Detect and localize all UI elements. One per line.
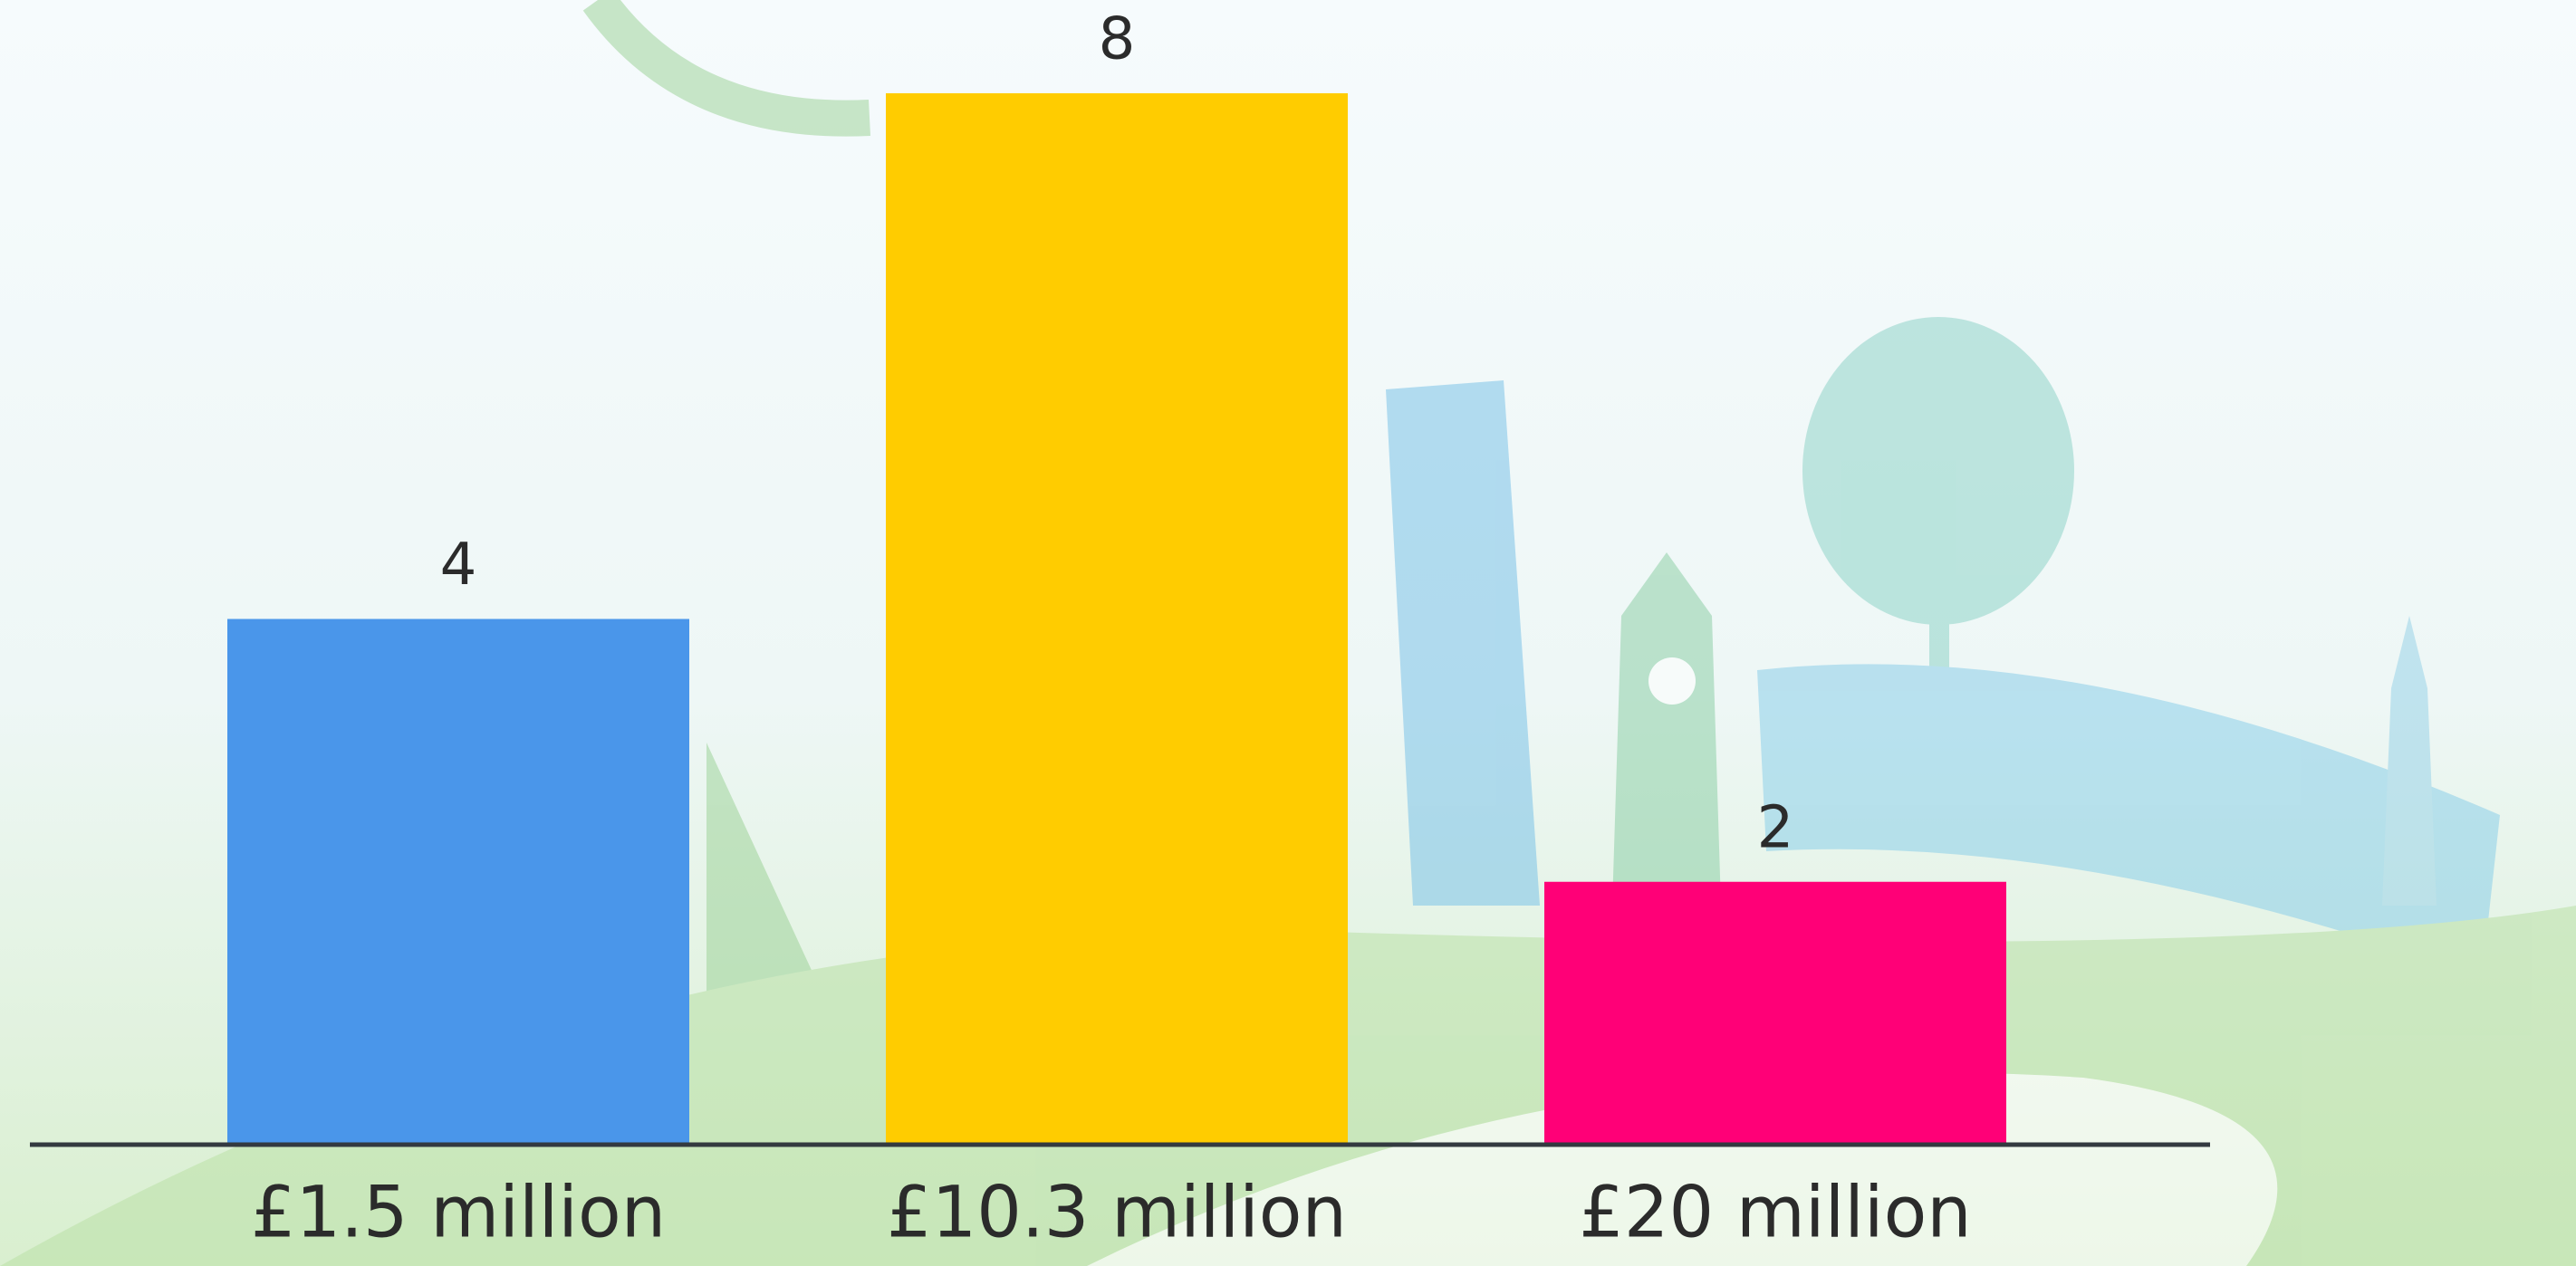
x-tick-label: £1.5 million: [251, 1172, 666, 1253]
x-tick-label: £20 million: [1579, 1172, 1972, 1253]
bar: [227, 619, 689, 1145]
value-label: 4: [440, 532, 477, 599]
value-label: 8: [1099, 6, 1136, 73]
x-tick-label: £10.3 million: [887, 1172, 1347, 1253]
plot-area: 4 £1.5 million 8 £10.3 million 2 £20 million: [227, 6, 2006, 1253]
value-label: 2: [1757, 794, 1794, 861]
bar: [1544, 881, 2006, 1145]
bar: [886, 93, 1348, 1145]
